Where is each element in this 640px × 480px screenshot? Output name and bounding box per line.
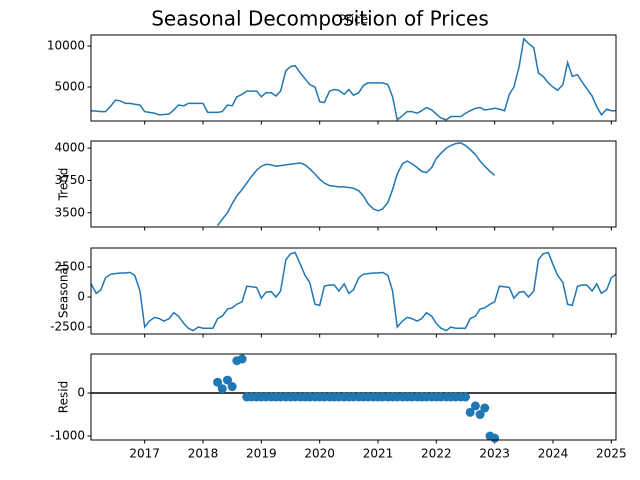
x-tick-label: 2022 [421,447,452,461]
axes-frame [90,247,617,335]
x-tick-label: 2025 [596,447,627,461]
resid-point [465,407,475,417]
x-tick-label: 2018 [188,447,219,461]
y-tick-label: 2500 [54,259,85,273]
y-tick-label: 10000 [47,39,85,53]
resid-point [237,354,247,364]
figure-title: Seasonal Decomposition of Prices [151,7,489,31]
series-line [90,251,617,332]
axes-frame [90,34,617,122]
x-tick-label: 2023 [479,447,510,461]
x-tick-label: 2017 [129,447,160,461]
x-tick-label: 2019 [246,447,277,461]
resid-point [480,403,490,413]
x-tick-label: 2020 [304,447,335,461]
y-tick-label: 5000 [54,80,85,94]
y-tick-label: 0 [77,290,85,304]
y-axis-label: Seasonal [57,264,71,318]
axes-frame [90,140,617,228]
y-tick-label: 4000 [54,141,85,155]
y-axis-label: Trend [57,168,71,202]
series-line [90,37,616,122]
resid-point [223,375,232,385]
resid-point [475,410,485,420]
y-tick-label: 3500 [54,205,85,219]
y-tick-label: -1000 [50,429,85,443]
resid-point [213,377,223,387]
axes-frame [90,353,617,441]
resid-point [490,433,500,443]
resid-point [217,384,227,394]
x-tick-label: 2021 [363,447,394,461]
resid-point [461,392,470,402]
y-axis-label: Resid [57,381,71,413]
y-tick-label: 3750 [54,173,85,187]
resid-point [227,382,237,392]
x-tick-label: 2024 [538,447,569,461]
y-tick-label: -2500 [50,320,85,334]
panel-title: Price [339,13,368,27]
series-line [216,142,496,227]
resid-point [470,401,480,411]
y-tick-label: 0 [77,386,85,400]
